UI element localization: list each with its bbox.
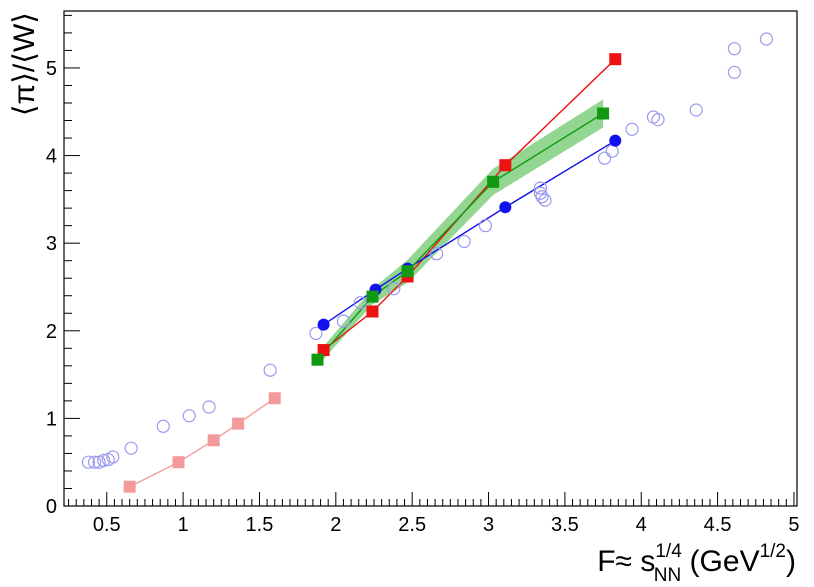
data-point xyxy=(207,434,220,447)
data-point xyxy=(366,290,379,303)
x-tick-label: 2.5 xyxy=(398,514,426,536)
data-point xyxy=(478,219,493,233)
data-point xyxy=(309,326,323,341)
x-tick-label: 5 xyxy=(788,514,799,536)
y-tick-label: 1 xyxy=(46,408,57,430)
data-point xyxy=(538,193,552,207)
series-lines xyxy=(129,58,616,488)
y-tick-label: 4 xyxy=(46,146,57,168)
data-point xyxy=(124,441,138,455)
data-point xyxy=(263,363,277,377)
data-point xyxy=(311,353,324,366)
y-tick-label: 2 xyxy=(46,321,57,343)
x-tick-label: 1 xyxy=(178,514,189,536)
data-point xyxy=(605,144,619,158)
data-point xyxy=(172,456,185,469)
data-point xyxy=(535,190,549,204)
data-point xyxy=(387,282,401,296)
data-point xyxy=(97,453,111,468)
x-tick-label: 3 xyxy=(483,514,494,536)
data-point xyxy=(609,53,622,66)
data-point xyxy=(597,107,610,120)
x-tick-label: 4.5 xyxy=(704,514,732,536)
data-point xyxy=(727,42,741,56)
data-point xyxy=(499,201,512,214)
data-point xyxy=(727,65,741,79)
x-tick-label: 0.5 xyxy=(93,514,121,536)
data-point xyxy=(609,134,622,147)
x-axis-title-main: F≈ s xyxy=(597,545,655,578)
data-point xyxy=(123,480,136,493)
data-point xyxy=(268,392,281,405)
y-axis-ticks: 0 1 2 3 4 5 xyxy=(46,14,80,518)
series-line xyxy=(129,397,276,488)
data-point xyxy=(759,32,774,46)
data-point xyxy=(182,409,196,423)
series-band xyxy=(317,99,604,366)
x-axis-title-unit-prefix: (GeV xyxy=(681,545,759,578)
x-axis-ticks: 0.5 1 1.5 2 2.5 3 3.5 4 4.5 5 xyxy=(68,492,800,536)
data-point xyxy=(202,400,216,414)
data-point xyxy=(597,151,612,165)
x-axis-title-unit-suffix: ) xyxy=(786,545,796,578)
data-point xyxy=(106,450,120,464)
data-point xyxy=(533,181,548,195)
x-tick-label: 3.5 xyxy=(551,514,579,536)
data-point xyxy=(366,305,379,318)
x-tick-label: 4 xyxy=(636,514,647,536)
x-tick-label: 2 xyxy=(330,514,341,536)
y-tick-label: 0 xyxy=(46,496,57,518)
data-point xyxy=(625,122,639,136)
y-tick-label: 5 xyxy=(46,58,57,80)
data-point xyxy=(487,175,500,188)
x-axis-title: F≈ s1/4 NN (GeV1/2) xyxy=(597,541,796,586)
x-axis-title-sup: 1/4 xyxy=(655,541,682,562)
data-point xyxy=(336,314,351,328)
data-points xyxy=(81,32,774,493)
data-point xyxy=(156,419,170,433)
x-tick-label: 1.5 xyxy=(246,514,274,536)
data-point xyxy=(232,417,245,430)
data-point xyxy=(689,103,703,117)
x-axis-title-sub: NN xyxy=(654,565,681,586)
data-point xyxy=(353,296,367,310)
x-axis-title-unit-sup: 1/2 xyxy=(760,541,786,562)
plot-frame xyxy=(63,10,798,507)
data-point xyxy=(87,455,102,469)
data-point xyxy=(81,455,96,469)
uncertainty-bands xyxy=(317,99,604,366)
data-point xyxy=(317,344,330,357)
data-point xyxy=(317,318,330,331)
data-point xyxy=(499,159,512,172)
y-tick-label: 3 xyxy=(46,233,57,255)
data-point xyxy=(401,265,414,278)
data-point xyxy=(646,110,661,124)
data-point xyxy=(457,234,471,249)
data-point xyxy=(651,113,665,127)
y-axis-title: ⟨π⟩/⟨W⟩ xyxy=(8,12,41,116)
data-point xyxy=(430,247,444,261)
